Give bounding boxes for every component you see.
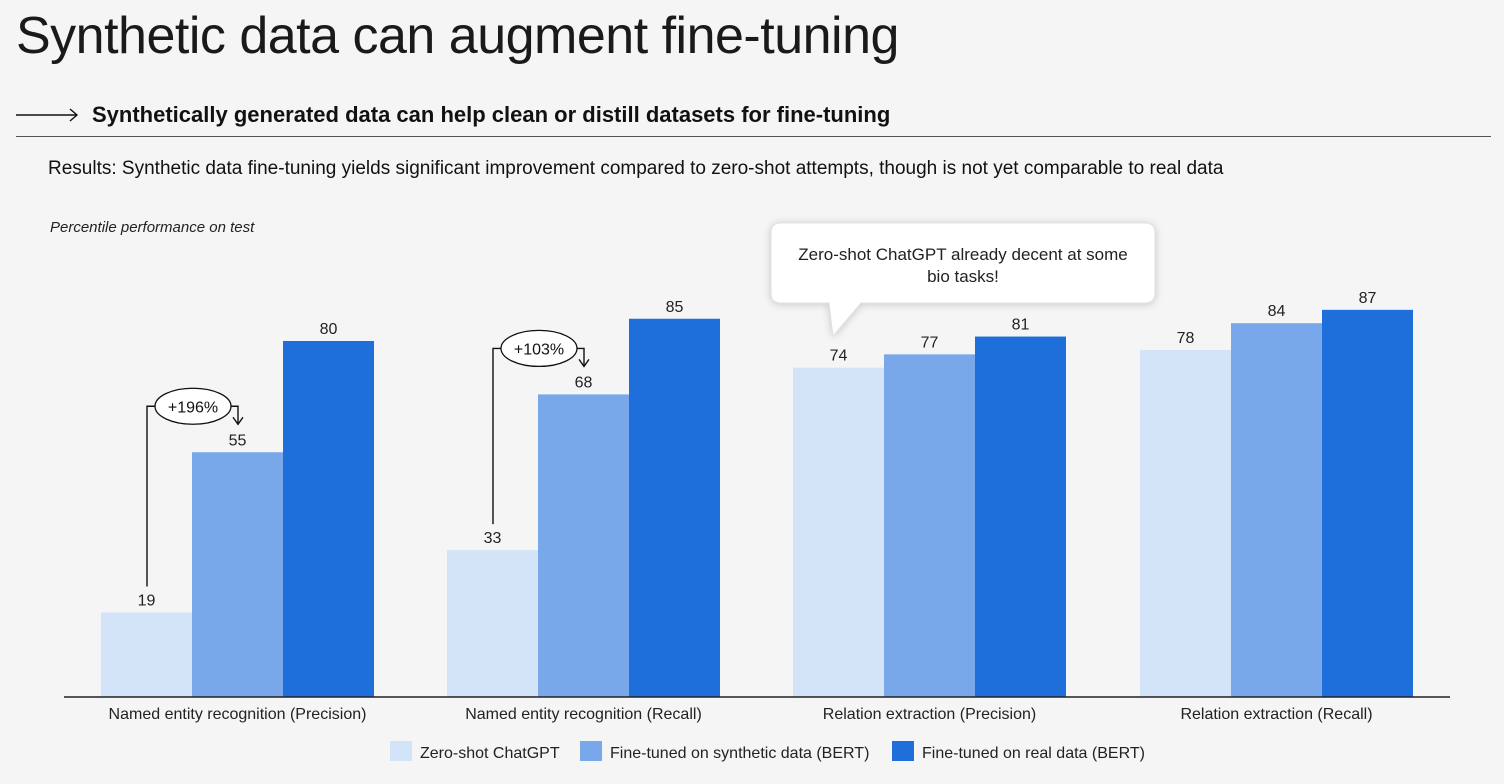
data-label: 78	[1177, 330, 1195, 347]
legend-swatch-1	[580, 741, 602, 761]
bar-0-1	[447, 550, 538, 697]
data-label: 80	[320, 321, 338, 338]
data-label: 87	[1359, 290, 1377, 307]
data-label: 81	[1012, 317, 1030, 334]
data-label: 77	[921, 334, 939, 351]
callout-bubble	[770, 222, 1156, 338]
callout-text-line2: bio tasks!	[927, 267, 999, 286]
annotation-oval	[154, 387, 232, 425]
bar-0-2	[793, 367, 884, 697]
arrow-down-icon	[232, 416, 244, 426]
data-label: 84	[1268, 303, 1286, 320]
arrow-down-icon	[578, 358, 590, 368]
category-label: Relation extraction (Recall)	[1180, 706, 1372, 723]
annotation-label: +103%	[514, 341, 564, 358]
bar-2-2	[975, 336, 1066, 697]
bar-0-0	[101, 612, 192, 697]
page-title: Synthetic data can augment fine-tuning	[16, 7, 899, 65]
legend-label-2: Fine-tuned on real data (BERT)	[922, 745, 1145, 762]
bar-2-3	[1322, 309, 1413, 697]
subtitle-row: Synthetically generated data can help cl…	[16, 100, 1491, 137]
callout-text-line1: Zero-shot ChatGPT already decent at some	[798, 245, 1127, 264]
category-label: Relation extraction (Precision)	[823, 706, 1036, 723]
bar-1-2	[884, 354, 975, 697]
category-label: Named entity recognition (Recall)	[465, 706, 702, 723]
bar-1-3	[1231, 323, 1322, 697]
legend-swatch-2	[892, 741, 914, 761]
legend-swatch-0	[390, 741, 412, 761]
data-label: 33	[484, 530, 502, 547]
subtitle: Synthetically generated data can help cl…	[92, 102, 891, 127]
bar-0-3	[1140, 349, 1231, 697]
data-label: 19	[138, 592, 156, 609]
bar-2-0	[283, 341, 374, 697]
category-label: Named entity recognition (Precision)	[109, 706, 367, 723]
bar-1-1	[538, 394, 629, 697]
results-text: Results: Synthetic data fine-tuning yiel…	[48, 158, 1223, 180]
arrow-right-icon	[16, 108, 79, 122]
results-body: Synthetic data fine-tuning yields signif…	[116, 158, 1224, 179]
y-axis-label: Percentile performance on test	[50, 219, 255, 236]
data-label: 74	[830, 348, 848, 365]
annotation-oval	[500, 329, 578, 368]
bar-1-0	[192, 452, 283, 697]
data-label: 68	[575, 374, 593, 391]
annotation-label: +196%	[168, 399, 218, 416]
results-label: Results:	[48, 158, 117, 179]
data-label: 55	[229, 432, 247, 449]
data-label: 85	[666, 299, 684, 316]
bar-2-1	[629, 318, 720, 697]
legend-label-0: Zero-shot ChatGPT	[420, 745, 560, 762]
legend-label-1: Fine-tuned on synthetic data (BERT)	[610, 745, 869, 762]
